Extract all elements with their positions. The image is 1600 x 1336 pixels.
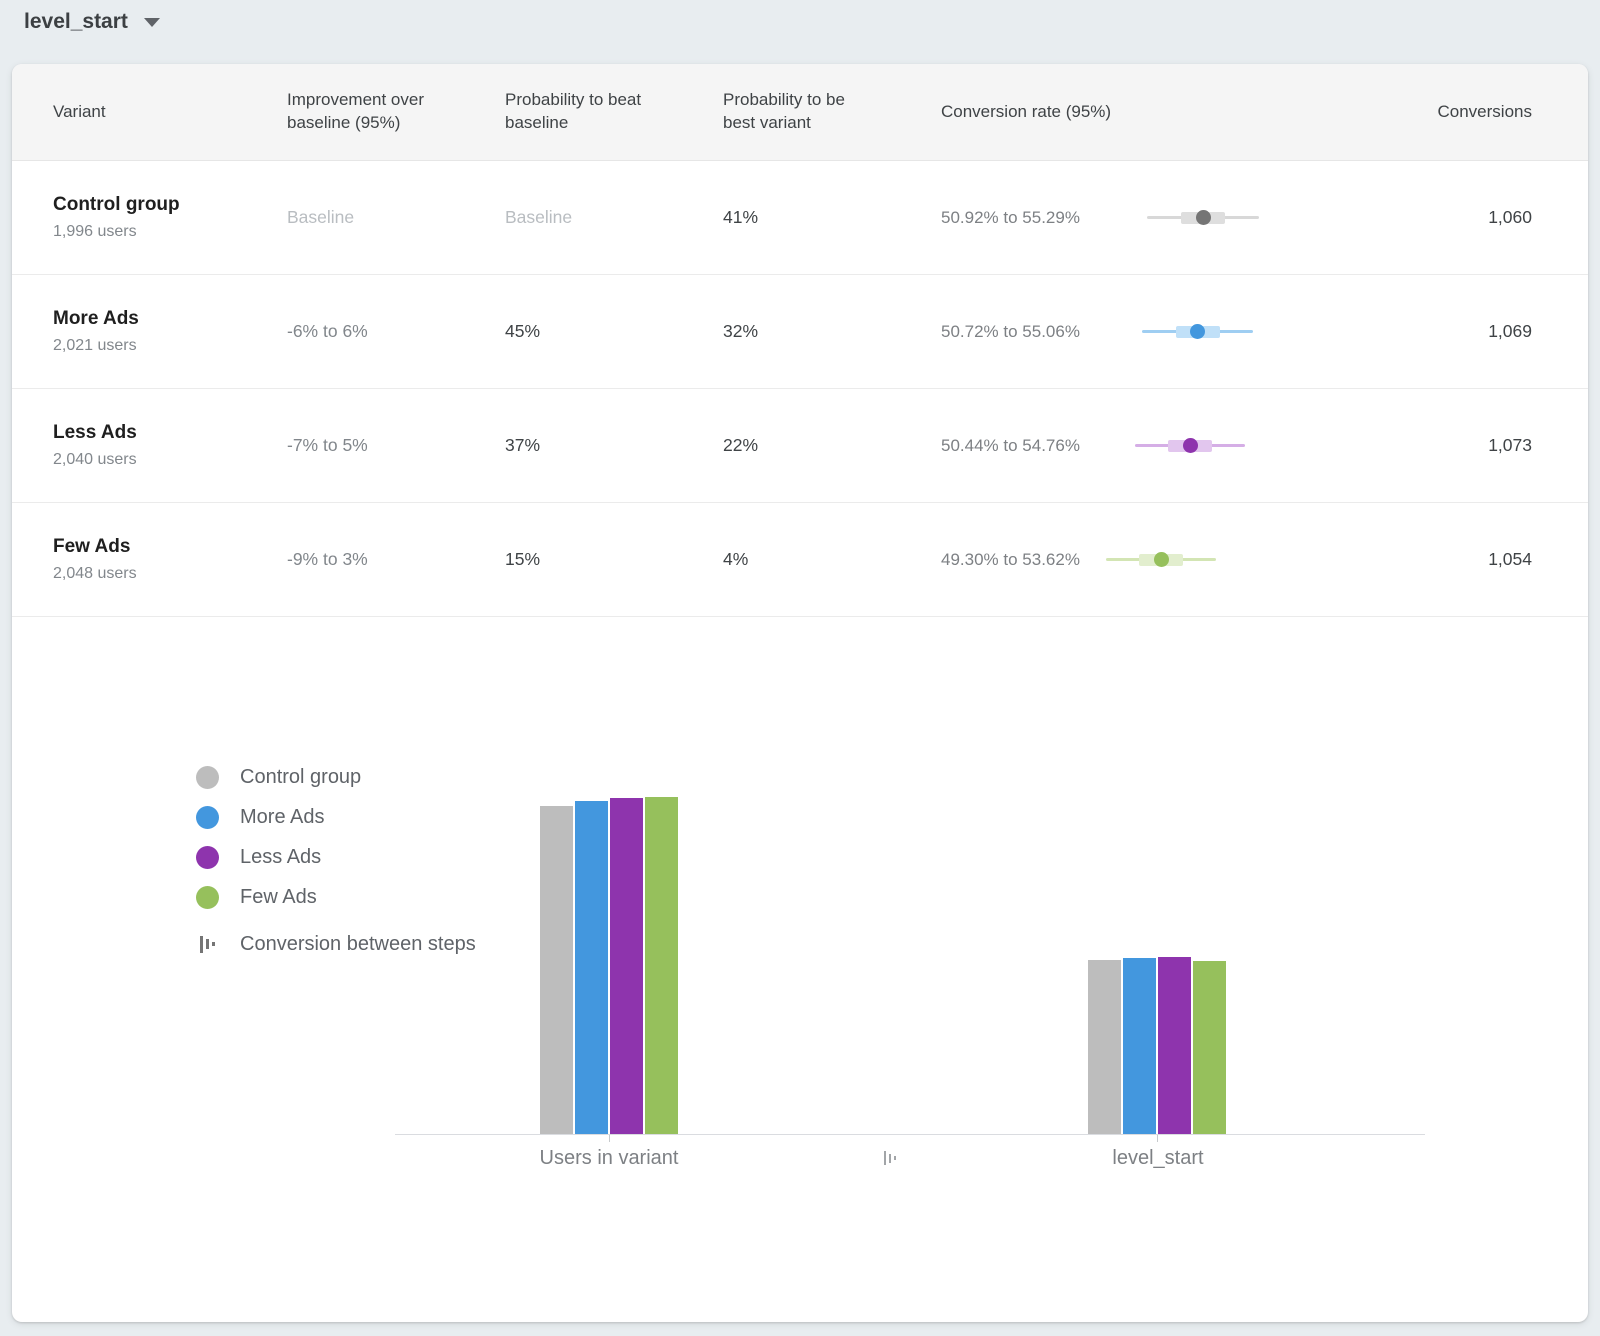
prob-beat-value: 15%: [505, 549, 541, 569]
variant-name: Less Ads: [53, 422, 137, 443]
column-header-conversion-rate: Conversion rate (95%): [941, 101, 1112, 121]
prob-best-value: 22%: [723, 435, 759, 455]
conversion-rate-cell: 49.30% to 53.62%: [941, 548, 1381, 572]
ci-median-dot: [1182, 437, 1198, 453]
bar-more-ads[interactable]: [575, 801, 608, 1134]
axis-tick: [1157, 1135, 1158, 1142]
improvement-value: -9% to 3%: [287, 549, 368, 569]
conversion-rate-cell: 50.44% to 54.76%: [941, 434, 1381, 458]
bar-control-group[interactable]: [1088, 960, 1121, 1134]
prob-beat-value: Baseline: [505, 207, 573, 227]
legend-item-label: Control group: [240, 765, 362, 788]
legend-item-conversion-steps: Conversion between steps: [196, 921, 476, 967]
variant-name: Control group: [53, 194, 180, 215]
bar-group-users-in-variant: [540, 617, 678, 1134]
table-row: Few Ads 2,048 users -9% to 3% 15% 4% 49.…: [12, 503, 1588, 617]
table-row: More Ads 2,021 users -6% to 6% 45% 32% 5…: [12, 275, 1588, 389]
ci-median-dot: [1153, 551, 1169, 567]
variant-users: 2,040 users: [53, 451, 137, 468]
variant-cell: Control group 1,996 users: [53, 194, 287, 241]
prob-beat-value: 45%: [505, 321, 541, 341]
metric-selector-label: level_start: [24, 10, 128, 33]
variant-users: 2,021 users: [53, 337, 137, 354]
bar-few-ads[interactable]: [1193, 961, 1226, 1134]
legend-item-label: Few Ads: [240, 885, 317, 908]
conversions-value: 1,054: [1488, 549, 1532, 569]
table-row: Control group 1,996 users Baseline Basel…: [12, 161, 1588, 275]
conversions-value: 1,073: [1488, 435, 1532, 455]
bar-less-ads[interactable]: [1158, 957, 1191, 1134]
conversion-rate-range: 50.72% to 55.06%: [941, 321, 1080, 341]
ci-median-dot: [1190, 323, 1206, 339]
column-header-improvement: Improvement over baseline (95%): [287, 90, 424, 132]
legend-item-label: Less Ads: [240, 845, 322, 868]
table-header: Variant Improvement over baseline (95%) …: [12, 64, 1588, 161]
conversions-value: 1,060: [1488, 207, 1532, 227]
confidence-interval-plot: [1106, 206, 1276, 230]
improvement-value: Baseline: [287, 207, 355, 227]
table-row: Less Ads 2,040 users -7% to 5% 37% 22% 5…: [12, 389, 1588, 503]
legend-item: Less Ads: [196, 837, 361, 877]
results-card: Variant Improvement over baseline (95%) …: [12, 64, 1588, 1322]
legend-item: Control group: [196, 757, 361, 797]
legend-color-dot: [196, 765, 219, 789]
improvement-value: -7% to 5%: [287, 435, 368, 455]
variant-name: Few Ads: [53, 536, 131, 557]
conversion-rate-range: 49.30% to 53.62%: [941, 549, 1080, 569]
legend-item-label: Conversion between steps: [240, 932, 476, 955]
ci-median-dot: [1195, 209, 1211, 225]
prob-best-value: 41%: [723, 207, 759, 227]
confidence-interval-plot: [1106, 434, 1276, 458]
prob-best-value: 4%: [723, 549, 749, 569]
variant-cell: Few Ads 2,048 users: [53, 536, 287, 583]
confidence-interval-plot: [1106, 548, 1276, 572]
bar-control-group[interactable]: [540, 806, 573, 1134]
conversion-rate-cell: 50.72% to 55.06%: [941, 320, 1381, 344]
legend-color-dot: [196, 805, 219, 829]
legend-item: Few Ads: [196, 877, 361, 917]
bar-less-ads[interactable]: [610, 798, 643, 1134]
conversion-steps-icon: [196, 935, 219, 953]
prob-best-value: 32%: [723, 321, 759, 341]
bar-few-ads[interactable]: [645, 797, 678, 1134]
conversion-rate-range: 50.92% to 55.29%: [941, 207, 1080, 227]
conversion-between-steps-icon[interactable]: [884, 1149, 896, 1167]
bar-group-level-start: [1088, 617, 1226, 1134]
column-header-prob-best: Probability to be best variant: [723, 90, 845, 132]
improvement-value: -6% to 6%: [287, 321, 368, 341]
chevron-down-icon: [143, 17, 160, 27]
funnel-chart: Control group More Ads Less Ads Few Ads …: [12, 617, 1588, 1321]
legend-color-dot: [196, 845, 219, 869]
variant-cell: More Ads 2,021 users: [53, 308, 287, 355]
conversions-value: 1,069: [1488, 321, 1532, 341]
x-axis-label-level-start: level_start: [1112, 1147, 1204, 1169]
legend-item: More Ads: [196, 797, 361, 837]
column-header-variant: Variant: [53, 101, 106, 121]
variant-users: 1,996 users: [53, 223, 137, 240]
bar-more-ads[interactable]: [1123, 958, 1156, 1134]
chart-legend: Control group More Ads Less Ads Few Ads: [196, 757, 361, 917]
table-body: Control group 1,996 users Baseline Basel…: [12, 161, 1588, 617]
column-header-prob-beat: Probability to beat baseline: [505, 90, 642, 132]
axis-tick: [609, 1135, 610, 1142]
x-axis-label-users-in-variant: Users in variant: [539, 1147, 679, 1169]
variant-users: 2,048 users: [53, 565, 137, 582]
variant-name: More Ads: [53, 308, 139, 329]
conversion-rate-range: 50.44% to 54.76%: [941, 435, 1080, 455]
legend-item-label: More Ads: [240, 805, 325, 828]
variant-cell: Less Ads 2,040 users: [53, 422, 287, 469]
legend-color-dot: [196, 885, 219, 909]
metric-selector[interactable]: level_start: [24, 10, 160, 34]
column-header-conversions: Conversions: [1437, 101, 1533, 121]
prob-beat-value: 37%: [505, 435, 541, 455]
x-axis-line: [395, 1134, 1425, 1135]
confidence-interval-plot: [1106, 320, 1276, 344]
conversion-rate-cell: 50.92% to 55.29%: [941, 206, 1381, 230]
